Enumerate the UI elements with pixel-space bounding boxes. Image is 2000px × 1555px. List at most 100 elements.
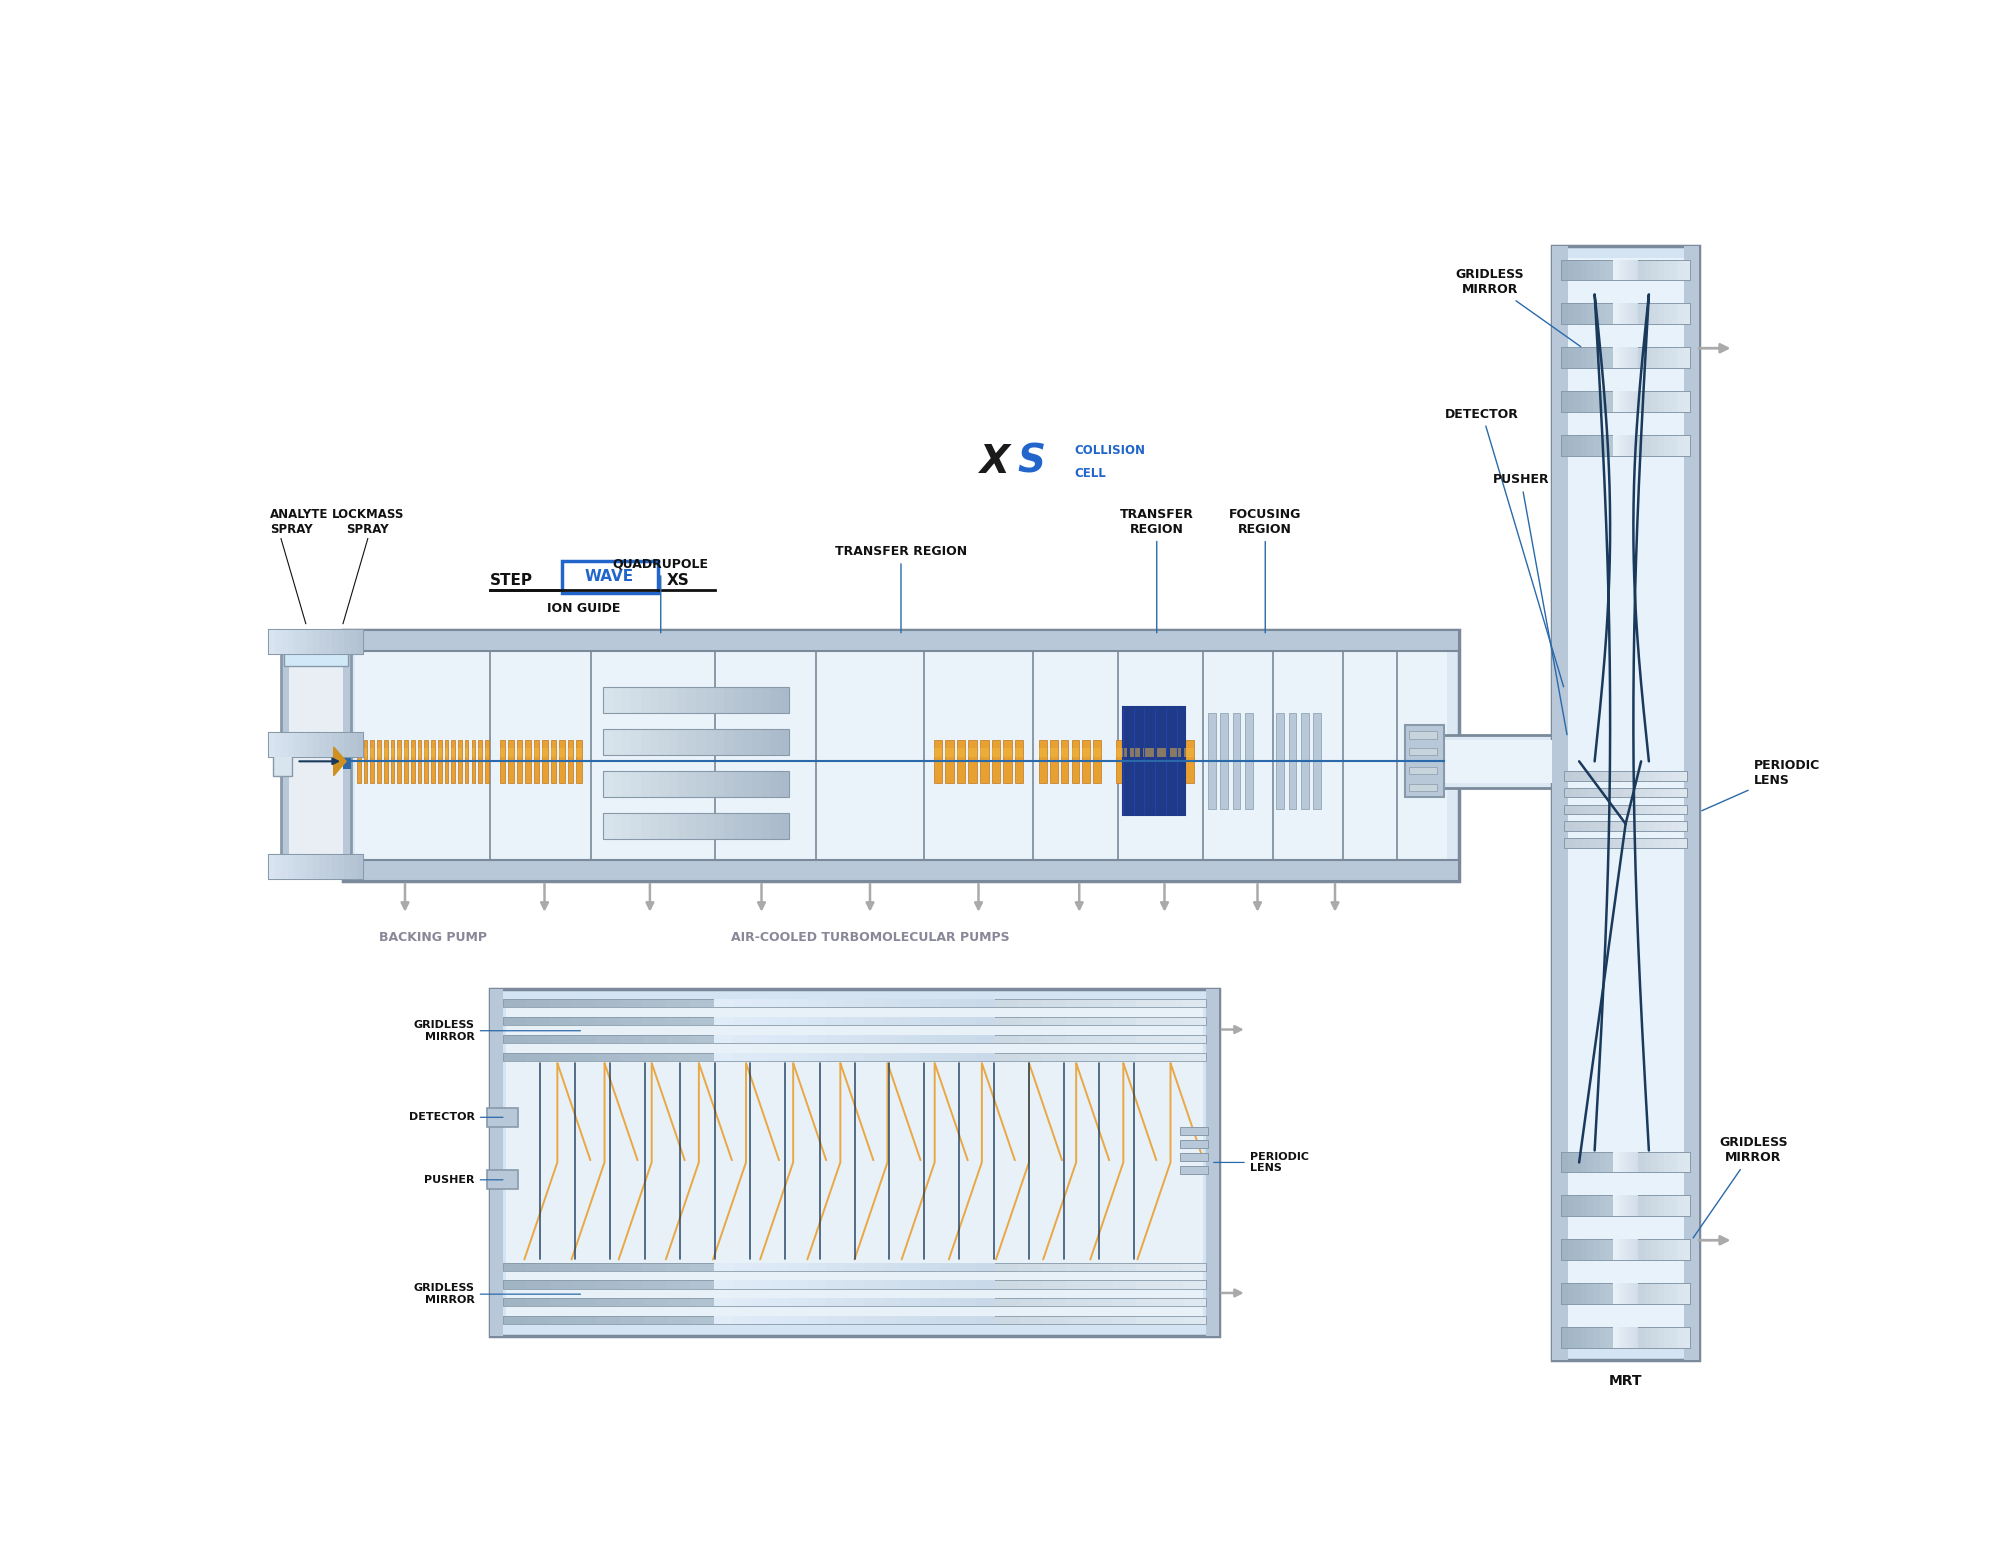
Bar <box>1574 260 1580 280</box>
Bar <box>902 1316 924 1325</box>
Bar <box>1620 1283 1624 1305</box>
Bar <box>706 771 716 798</box>
Bar <box>612 729 622 756</box>
Bar <box>1562 347 1690 369</box>
Bar <box>1410 731 1438 739</box>
Bar <box>1628 435 1630 456</box>
Bar <box>1626 1196 1632 1216</box>
Bar <box>502 1000 526 1008</box>
Bar <box>980 740 988 782</box>
Bar <box>1600 1283 1606 1305</box>
Bar <box>1624 1283 1626 1305</box>
Bar <box>282 732 288 757</box>
Bar <box>902 1280 920 1289</box>
Bar <box>732 1036 752 1043</box>
Bar <box>356 644 1446 866</box>
Bar <box>1630 260 1634 280</box>
Bar <box>1574 1326 1580 1348</box>
Bar <box>1644 1283 1652 1305</box>
Bar <box>320 630 326 653</box>
Bar <box>486 748 488 757</box>
Bar <box>502 1298 526 1306</box>
Bar <box>1626 1326 1628 1348</box>
Bar <box>1160 1298 1182 1306</box>
Bar <box>878 1017 902 1025</box>
Bar <box>1678 1326 1684 1348</box>
Bar <box>1616 1326 1618 1348</box>
Bar <box>1574 392 1580 412</box>
Bar <box>1136 1263 1160 1270</box>
Bar <box>1562 1283 1690 1305</box>
Bar <box>1588 303 1594 325</box>
Bar <box>1066 1000 1090 1008</box>
Bar <box>734 729 742 756</box>
Bar <box>972 1000 996 1008</box>
Bar <box>1066 1280 1090 1289</box>
Bar <box>1644 1152 1652 1172</box>
Bar <box>762 729 770 756</box>
Bar <box>958 1036 976 1043</box>
Bar <box>902 1263 924 1270</box>
Bar <box>1562 303 1568 325</box>
Bar <box>666 1316 690 1325</box>
Bar <box>1632 303 1638 325</box>
Bar <box>1572 838 1580 847</box>
Bar <box>650 813 660 840</box>
Bar <box>1684 1196 1690 1216</box>
Bar <box>1616 303 1618 325</box>
Bar <box>1112 1298 1136 1306</box>
Bar <box>706 729 716 756</box>
Bar <box>1568 258 1684 1348</box>
Bar <box>832 1298 854 1306</box>
Bar <box>902 1316 920 1325</box>
Bar <box>1670 1239 1678 1260</box>
Bar <box>1444 740 1558 782</box>
Bar <box>1636 435 1638 456</box>
Bar <box>1618 303 1620 325</box>
Bar <box>1632 1196 1638 1216</box>
Bar <box>574 1053 596 1061</box>
Bar <box>808 1298 826 1306</box>
Bar <box>1618 1152 1620 1172</box>
Bar <box>1160 1263 1182 1270</box>
Bar <box>668 771 678 798</box>
Bar <box>1562 1152 1690 1172</box>
Text: DETECTOR: DETECTOR <box>1446 407 1564 687</box>
Bar <box>526 1263 550 1270</box>
Bar <box>1628 1152 1630 1172</box>
Bar <box>288 630 294 653</box>
Bar <box>1678 347 1684 369</box>
Bar <box>780 687 790 714</box>
Bar <box>1410 748 1438 756</box>
Bar <box>1622 804 1630 815</box>
Bar <box>666 1298 690 1306</box>
Bar <box>1638 1196 1644 1216</box>
Bar <box>502 1017 1206 1025</box>
Text: PUSHER: PUSHER <box>424 1174 502 1185</box>
Bar <box>976 1298 996 1306</box>
Bar <box>502 1036 1206 1043</box>
Bar <box>1636 1152 1638 1172</box>
Bar <box>882 1316 902 1325</box>
Bar <box>1276 714 1284 809</box>
Bar <box>724 687 734 714</box>
Bar <box>1632 392 1638 412</box>
Bar <box>1624 347 1626 369</box>
Bar <box>1612 1239 1616 1260</box>
Bar <box>1588 804 1598 815</box>
Bar <box>864 1263 882 1270</box>
Bar <box>576 740 582 782</box>
Bar <box>752 1280 770 1289</box>
Bar <box>1014 740 1024 782</box>
Bar <box>1580 392 1588 412</box>
Bar <box>1620 1152 1626 1172</box>
Bar <box>1612 260 1616 280</box>
Bar <box>1042 1017 1066 1025</box>
Bar <box>1628 1196 1630 1216</box>
Bar <box>752 1316 770 1325</box>
Bar <box>784 1263 808 1270</box>
Bar <box>958 1280 976 1289</box>
Text: DETECTOR: DETECTOR <box>408 1112 502 1123</box>
Bar <box>1562 435 1690 456</box>
Bar <box>502 1298 1206 1306</box>
